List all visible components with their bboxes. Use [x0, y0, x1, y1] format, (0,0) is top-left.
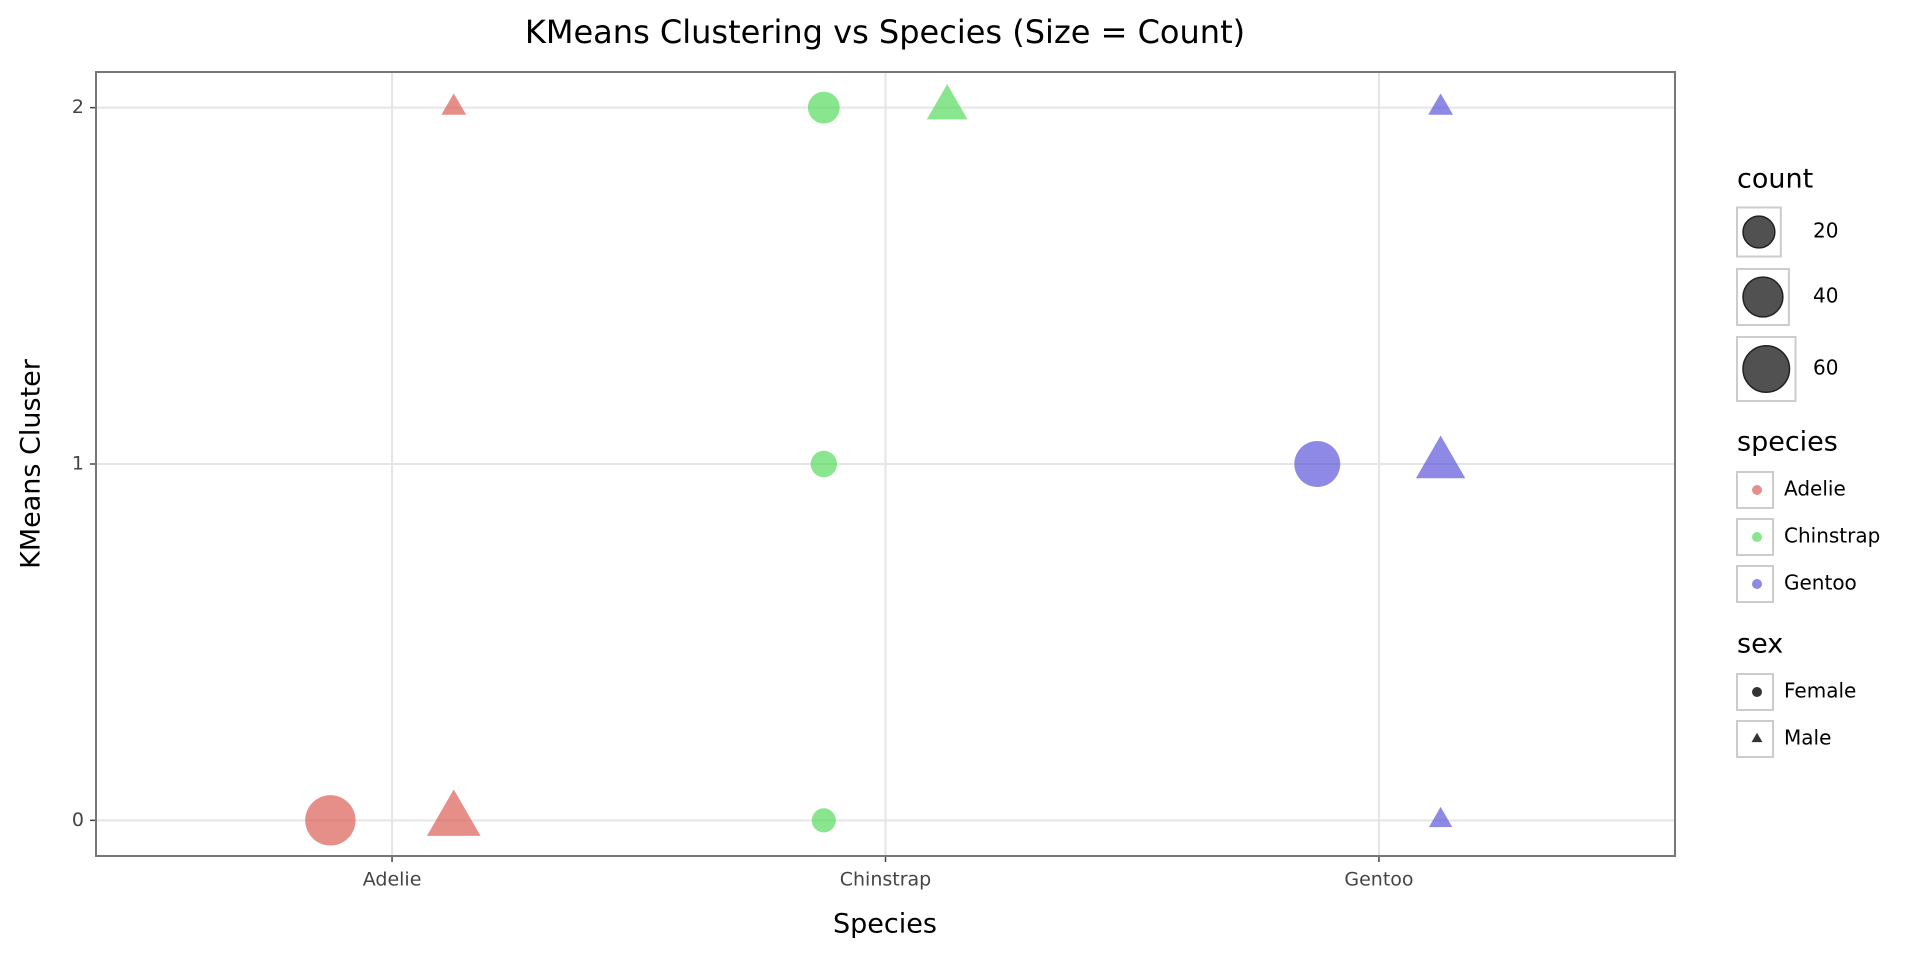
legend-title: species — [1737, 427, 1838, 458]
legend-size — [1742, 215, 1776, 249]
legend-label: Female — [1784, 679, 1856, 703]
legend-label: Gentoo — [1784, 571, 1857, 595]
legend-title: sex — [1737, 629, 1783, 660]
x-tick-label: Adelie — [363, 869, 422, 891]
point — [807, 91, 840, 124]
legend-size — [1742, 276, 1784, 318]
legend-marker — [1751, 732, 1763, 743]
legend-marker — [1752, 687, 1762, 697]
legend-label: Chinstrap — [1784, 524, 1880, 548]
point — [926, 84, 968, 120]
point — [1428, 806, 1453, 828]
point — [305, 795, 356, 846]
x-tick-label: Chinstrap — [840, 869, 932, 891]
point — [426, 789, 481, 836]
y-tick-label: 0 — [72, 809, 84, 831]
point — [1294, 441, 1341, 487]
legend-marker — [1752, 532, 1762, 542]
legend-title: count — [1737, 164, 1813, 195]
legend-label: Adelie — [1784, 477, 1846, 501]
y-axis-label: KMeans Cluster — [16, 358, 47, 569]
legend-label: 40 — [1813, 284, 1838, 308]
point — [811, 808, 836, 833]
point — [1428, 93, 1454, 115]
legend-marker — [1752, 579, 1762, 589]
x-axis-label: Species — [833, 909, 937, 940]
legend-label: 60 — [1813, 356, 1838, 380]
y-tick-label: 1 — [72, 453, 84, 475]
legend-label: 20 — [1813, 219, 1838, 243]
point — [441, 93, 467, 115]
legend-marker — [1752, 485, 1762, 495]
legend-label: Male — [1784, 726, 1831, 750]
chart-title: KMeans Clustering vs Species (Size = Cou… — [525, 13, 1245, 51]
y-tick-label: 2 — [72, 96, 84, 118]
legend-size — [1742, 344, 1791, 394]
point — [810, 450, 838, 478]
plot-border — [95, 71, 1676, 857]
point — [1415, 435, 1466, 479]
x-tick-label: Gentoo — [1344, 869, 1413, 891]
legend-key — [1736, 565, 1774, 603]
